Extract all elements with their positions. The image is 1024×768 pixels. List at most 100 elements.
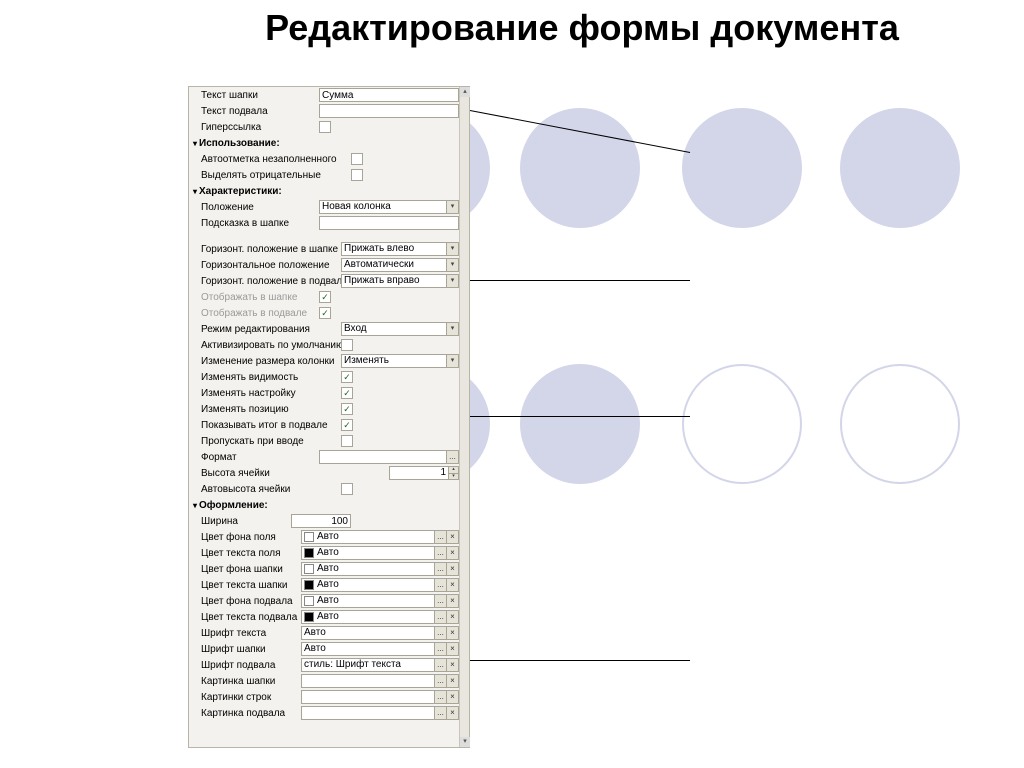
row-change-position: Изменять позицию ✓ [189, 401, 459, 417]
clear-button[interactable]: × [447, 690, 459, 704]
panel-inner: Текст шапки Текст подвала Гиперссылка Ис… [189, 87, 459, 747]
dots-button[interactable]: ... [435, 546, 447, 560]
spinner-cell-height[interactable]: 1▴▾ [389, 466, 459, 480]
section-characteristics[interactable]: Характеристики: [189, 183, 459, 199]
font-text[interactable]: Авто...× [301, 626, 459, 640]
dropdown-hpos-header[interactable]: Прижать влево▾ [341, 242, 459, 256]
color-field-bg[interactable]: Авто...× [301, 530, 459, 544]
image-footer[interactable]: ...× [301, 706, 459, 720]
checkbox-change-settings[interactable]: ✓ [341, 387, 353, 399]
scroll-up-icon[interactable]: ▴ [460, 87, 470, 97]
dots-button[interactable]: ... [435, 610, 447, 624]
chevron-down-icon[interactable]: ▾ [447, 274, 459, 288]
spinner-down[interactable]: ▾ [449, 473, 459, 480]
checkbox-show-header[interactable]: ✓ [319, 291, 331, 303]
clear-button[interactable]: × [447, 562, 459, 576]
checkbox-skip-input[interactable] [341, 435, 353, 447]
clear-button[interactable]: × [447, 530, 459, 544]
panel-scrollbar[interactable]: ▴ ▾ [459, 87, 469, 747]
row-resize-mode: Изменение размера колонки Изменять▾ [189, 353, 459, 369]
color-footer-bg[interactable]: Авто...× [301, 594, 459, 608]
dropdown-position[interactable]: Новая колонка▾ [319, 200, 459, 214]
checkbox-show-total-footer[interactable]: ✓ [341, 419, 353, 431]
chevron-down-icon[interactable]: ▾ [447, 322, 459, 336]
dropdown-edit-mode[interactable]: Вход▾ [341, 322, 459, 336]
dropdown-resize-mode[interactable]: Изменять▾ [341, 354, 459, 368]
image-header[interactable]: ...× [301, 674, 459, 688]
checkbox-auto-cell-height[interactable] [341, 483, 353, 495]
chevron-down-icon[interactable]: ▾ [447, 200, 459, 214]
clear-button[interactable]: × [447, 674, 459, 688]
color-footer-text[interactable]: Авто...× [301, 610, 459, 624]
scroll-down-icon[interactable]: ▾ [460, 737, 470, 747]
label-format: Формат [201, 452, 319, 463]
input-header-text[interactable] [319, 88, 459, 102]
dropdown-hpos-footer[interactable]: Прижать вправо▾ [341, 274, 459, 288]
dots-button[interactable]: ... [435, 658, 447, 672]
label-edit-mode: Режим редактирования [201, 324, 341, 335]
color-header-text[interactable]: Авто...× [301, 578, 459, 592]
font-footer[interactable]: стиль: Шрифт текста...× [301, 658, 459, 672]
dots-button[interactable]: ... [435, 690, 447, 704]
decorative-circle [840, 364, 960, 484]
clear-button[interactable]: × [447, 610, 459, 624]
checkbox-auto-mark[interactable] [351, 153, 363, 165]
dots-button[interactable]: ... [435, 706, 447, 720]
input-header-tooltip[interactable] [319, 216, 459, 230]
row-field-text: Цвет текста поля Авто...× [189, 545, 459, 561]
dots-button[interactable]: ... [435, 530, 447, 544]
checkbox-highlight-neg[interactable] [351, 169, 363, 181]
dots-button[interactable]: ... [435, 626, 447, 640]
callout-line [470, 416, 690, 417]
color-field-text[interactable]: Авто...× [301, 546, 459, 560]
row-auto-cell-height: Автовысота ячейки [189, 481, 459, 497]
chevron-down-icon[interactable]: ▾ [447, 258, 459, 272]
section-usage[interactable]: Использование: [189, 135, 459, 151]
decorative-circle [840, 108, 960, 228]
dots-button[interactable]: ... [435, 642, 447, 656]
dropdown-hpos[interactable]: Автоматически▾ [341, 258, 459, 272]
font-header[interactable]: Авто...× [301, 642, 459, 656]
callout-line [470, 660, 690, 661]
row-width: Ширина [189, 513, 459, 529]
clear-button[interactable]: × [447, 706, 459, 720]
label-header-tooltip: Подсказка в шапке [201, 218, 319, 229]
label-change-settings: Изменять настройку [201, 388, 341, 399]
dots-button[interactable]: ... [435, 562, 447, 576]
row-footer-image: Картинка подвала ...× [189, 705, 459, 721]
input-width[interactable] [291, 514, 351, 528]
dots-button[interactable]: ... [447, 450, 459, 464]
row-activate-default: Активизировать по умолчанию [189, 337, 459, 353]
image-rows[interactable]: ...× [301, 690, 459, 704]
checkbox-change-position[interactable]: ✓ [341, 403, 353, 415]
clear-button[interactable]: × [447, 626, 459, 640]
section-appearance[interactable]: Оформление: [189, 497, 459, 513]
field-format[interactable]: ... [319, 450, 459, 464]
row-text-font: Шрифт текста Авто...× [189, 625, 459, 641]
color-header-bg[interactable]: Авто...× [301, 562, 459, 576]
row-header-image: Картинка шапки ...× [189, 673, 459, 689]
page-title: Редактирование формы документа [200, 6, 964, 49]
chevron-down-icon[interactable]: ▾ [447, 242, 459, 256]
clear-button[interactable]: × [447, 594, 459, 608]
label-hpos-footer: Горизонт. положение в подвале [201, 276, 341, 287]
clear-button[interactable]: × [447, 578, 459, 592]
label-change-position: Изменять позицию [201, 404, 341, 415]
checkbox-activate-default[interactable] [341, 339, 353, 351]
clear-button[interactable]: × [447, 546, 459, 560]
checkbox-hyperlink[interactable] [319, 121, 331, 133]
dots-button[interactable]: ... [435, 594, 447, 608]
input-footer-text[interactable] [319, 104, 459, 118]
dots-button[interactable]: ... [435, 674, 447, 688]
row-header-tooltip: Подсказка в шапке [189, 215, 459, 231]
spinner-up[interactable]: ▴ [449, 466, 459, 473]
label-auto-mark: Автоотметка незаполненного [201, 154, 351, 165]
checkbox-change-visibility[interactable]: ✓ [341, 371, 353, 383]
row-hpos-footer: Горизонт. положение в подвале Прижать вп… [189, 273, 459, 289]
label-header-font: Шрифт шапки [201, 644, 301, 655]
dots-button[interactable]: ... [435, 578, 447, 592]
chevron-down-icon[interactable]: ▾ [447, 354, 459, 368]
clear-button[interactable]: × [447, 642, 459, 656]
checkbox-show-footer[interactable]: ✓ [319, 307, 331, 319]
clear-button[interactable]: × [447, 658, 459, 672]
